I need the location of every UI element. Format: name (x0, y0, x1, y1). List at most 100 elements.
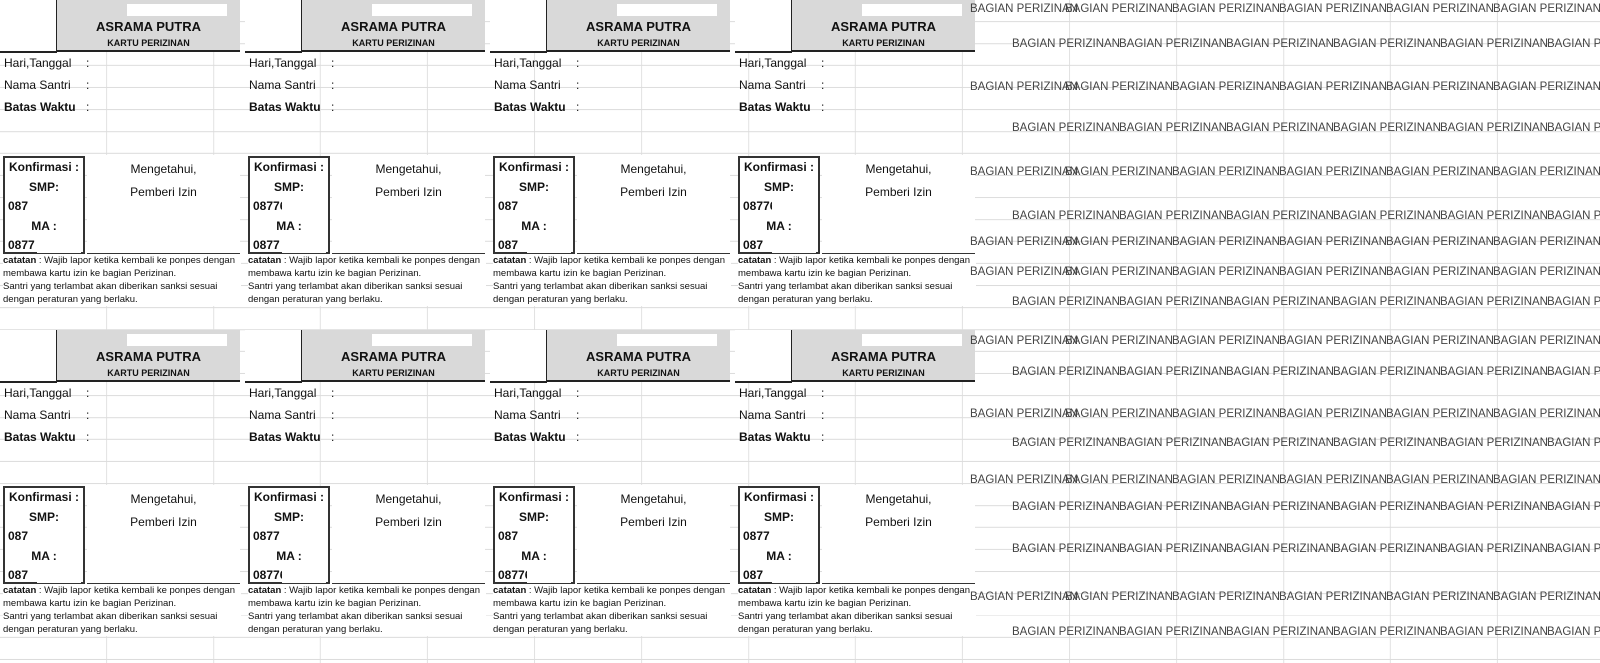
watermark-text: BAGIAN PERIZINAN (1333, 366, 1441, 378)
card-subtitle: KARTU PERIZINAN (107, 368, 190, 378)
watermark-text: BAGIAN PERIZINAN (1172, 335, 1280, 347)
mengetahui-label: Mengetahui, (620, 162, 687, 176)
watermark-text: BAGIAN PERIZINAN (1440, 543, 1548, 555)
header-divider (245, 51, 302, 53)
card-title: ASRAMA PUTRA (586, 349, 691, 364)
field-colon: : (86, 56, 90, 70)
watermark-text: BAGIAN PERIZINAN (1279, 591, 1387, 603)
redaction (617, 334, 717, 346)
watermark-text: BAGIAN PERIZINAN (1547, 437, 1600, 449)
header-divider (490, 51, 547, 53)
field-colon: : (821, 56, 825, 70)
catatan-note: catatan : Wajib lapor ketika kembali ke … (3, 254, 241, 306)
field-label: Batas Waktu (249, 430, 321, 444)
redaction (862, 334, 962, 346)
catatan-label: catatan (248, 255, 282, 266)
header-divider (490, 381, 547, 383)
ma-label: MA : (766, 218, 792, 233)
watermark-text: BAGIAN PERIZINAN (1493, 81, 1600, 93)
smp-phone: 0877 (740, 527, 818, 547)
watermark-text: BAGIAN PERIZINAN (1440, 366, 1548, 378)
catatan-line: membawa kartu izin ke bagian Perizinan. (3, 598, 177, 609)
watermark-text: BAGIAN PERIZINAN (1226, 543, 1334, 555)
field-colon: : (821, 100, 825, 114)
pemberi-izin-label: Pemberi Izin (375, 185, 442, 199)
watermark-text: BAGIAN PERIZINAN (970, 236, 1078, 248)
field-colon: : (576, 430, 580, 444)
konfirmasi-box: Konfirmasi : SMP: 0877 MA : 087 (738, 486, 820, 584)
smp-phone: 087 (5, 197, 83, 217)
watermark-text: BAGIAN PERIZINAN (1279, 81, 1387, 93)
redaction (527, 199, 571, 214)
ma-label: MA : (521, 218, 547, 233)
field-label: Batas Waktu (4, 100, 76, 114)
mengetahui-label: Mengetahui, (375, 162, 442, 176)
watermark-text: BAGIAN PERIZINAN (1065, 474, 1173, 486)
field-label: Hari,Tanggal (249, 56, 317, 70)
watermark-text: BAGIAN PERIZINAN (1279, 166, 1387, 178)
watermark-text: BAGIAN PERIZINAN (1279, 335, 1387, 347)
ma-phone: 087 (495, 236, 573, 256)
card-subtitle: KARTU PERIZINAN (107, 38, 190, 48)
watermark-text: BAGIAN PERIZINAN (1333, 437, 1441, 449)
logo-cell (0, 330, 57, 382)
card-subtitle: KARTU PERIZINAN (597, 38, 680, 48)
field-colon: : (576, 56, 580, 70)
pemberi-izin-label: Pemberi Izin (375, 515, 442, 529)
ponpes-name: PONPES (547, 4, 730, 16)
watermark-text: BAGIAN PERIZINAN (1119, 122, 1227, 134)
catatan-line: dengan peraturan yang berlaku. (248, 294, 383, 305)
watermark-text: BAGIAN PERIZINAN (1440, 122, 1548, 134)
ma-phone: 0877 (250, 236, 328, 256)
watermark-text: BAGIAN PERIZINAN (1333, 296, 1441, 308)
catatan-line: dengan peraturan yang berlaku. (493, 294, 628, 305)
watermark-text: BAGIAN PERIZINAN (1065, 591, 1173, 603)
watermark-text: BAGIAN PERIZINAN (1065, 81, 1173, 93)
permit-card: PONPES ASRAMA PUTRA KARTU PERIZINAN Hari,Ta… (735, 330, 976, 652)
field-label: Hari,Tanggal (494, 386, 562, 400)
card-subtitle: KARTU PERIZINAN (352, 38, 435, 48)
watermark-text: BAGIAN PERIZINAN (970, 474, 1078, 486)
field-label: Nama Santri (494, 78, 561, 92)
watermark-text: BAGIAN PERIZINAN (1226, 38, 1334, 50)
konfirmasi-label: Konfirmasi : (253, 160, 324, 174)
catatan-label: catatan (738, 585, 772, 596)
watermark-text: BAGIAN PERIZINAN (1172, 474, 1280, 486)
watermark-text: BAGIAN PERIZINAN (1065, 408, 1173, 420)
permit-card: PONPES ASRAMA PUTRA KARTU PERIZINAN Hari,Ta… (490, 330, 731, 652)
watermark-text: BAGIAN PERIZINAN (1493, 408, 1600, 420)
pemberi-izin-label: Pemberi Izin (130, 515, 197, 529)
konfirmasi-box: Konfirmasi : SMP: 087 MA :087 (3, 486, 85, 584)
mengetahui-label: Mengetahui, (865, 162, 932, 176)
mengetahui-label: Mengetahui, (130, 162, 197, 176)
catatan-note: catatan : Wajib lapor ketika kembali ke … (738, 584, 976, 636)
ponpes-name: PONPES (547, 334, 730, 346)
card-header: PONPES ASRAMA PUTRA KARTU PERIZINAN (547, 0, 730, 52)
ma-phone: 0877 (5, 236, 83, 256)
konfirmasi-box: Konfirmasi : SMP: 087765 MA : 087 (738, 156, 820, 254)
watermark-text: BAGIAN PERIZINAN (1119, 501, 1227, 513)
permit-card: PONPES ASRAMA PUTRA KARTU PERIZINAN Hari,Ta… (0, 330, 241, 652)
card-subtitle: KARTU PERIZINAN (597, 368, 680, 378)
catatan-note: catatan : Wajib lapor ketika kembali ke … (493, 254, 731, 306)
catatan-line: membawa kartu izin ke bagian Perizinan. (738, 268, 912, 279)
watermark-text: BAGIAN PERIZINAN (1386, 266, 1494, 278)
field-label: Nama Santri (249, 408, 316, 422)
card-subtitle: KARTU PERIZINAN (842, 368, 925, 378)
signature-area: Mengetahui, Pemberi Izin (822, 485, 975, 584)
field-colon: : (576, 100, 580, 114)
catatan-line: catatan : Wajib lapor ketika kembali ke … (3, 255, 236, 266)
smp-label: SMP: (764, 509, 794, 524)
konfirmasi-box: Konfirmasi : SMP: 087 MA :087 (493, 156, 575, 254)
catatan-line: catatan : Wajib lapor ketika kembali ke … (248, 255, 481, 266)
catatan-line: Santri yang terlambat akan diberikan san… (3, 281, 218, 292)
permit-card: PONPES ASRAMA PUTRA KARTU PERIZINAN Hari,Ta… (245, 330, 486, 652)
catatan-line: Santri yang terlambat akan diberikan san… (248, 281, 463, 292)
field-colon: : (576, 386, 580, 400)
redaction (372, 334, 472, 346)
catatan-line: dengan peraturan yang berlaku. (3, 624, 138, 635)
redaction (772, 199, 816, 214)
watermark-text: BAGIAN PERIZINAN (1440, 38, 1548, 50)
ma-label: MA : (31, 548, 57, 563)
card-title: ASRAMA PUTRA (831, 349, 936, 364)
